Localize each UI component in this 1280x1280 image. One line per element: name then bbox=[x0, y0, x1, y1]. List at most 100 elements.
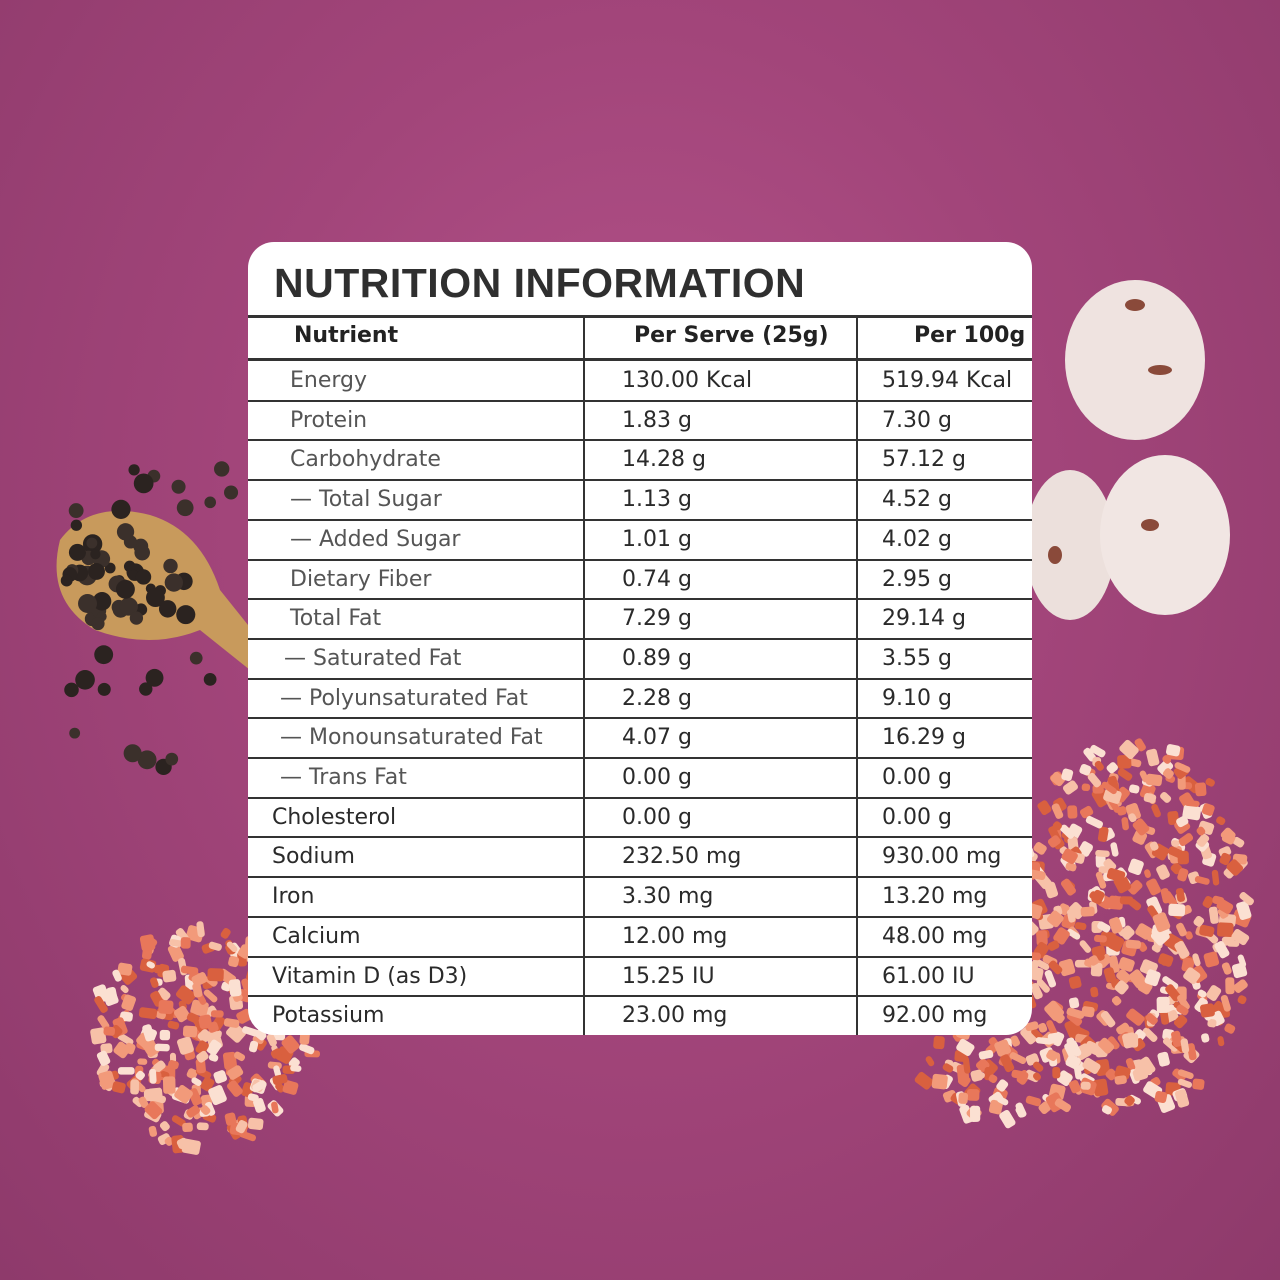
salt-crystal bbox=[1211, 869, 1220, 886]
salt-crystal bbox=[247, 1117, 264, 1130]
salt-crystal bbox=[1114, 1075, 1127, 1085]
salt-crystal bbox=[117, 1032, 134, 1046]
salt-crystal bbox=[1083, 747, 1097, 762]
row-rule bbox=[248, 796, 1032, 799]
peppercorn bbox=[92, 592, 112, 611]
salt-crystal bbox=[96, 1050, 111, 1066]
rule bbox=[248, 358, 1032, 361]
makhana-ball bbox=[1100, 455, 1230, 615]
salt-crystal bbox=[1095, 1059, 1111, 1076]
nutrient-name: Dietary Fiber bbox=[290, 566, 432, 592]
salt-crystal bbox=[1090, 962, 1103, 977]
salt-crystal bbox=[1081, 1006, 1095, 1018]
salt-crystal bbox=[1091, 945, 1106, 958]
salt-crystal bbox=[1199, 924, 1215, 938]
salt-crystal bbox=[1194, 876, 1210, 885]
salt-crystal bbox=[235, 1120, 248, 1134]
peppercorns bbox=[60, 461, 239, 776]
salt-crystal bbox=[1152, 912, 1171, 933]
salt-crystal bbox=[138, 1096, 149, 1109]
salt-crystal bbox=[186, 1068, 198, 1080]
salt-crystal bbox=[1046, 910, 1064, 928]
nutrient-value: 0.89 g bbox=[622, 645, 692, 671]
salt-crystal bbox=[207, 968, 224, 982]
salt-crystal bbox=[272, 1073, 288, 1085]
salt-crystal bbox=[1101, 1105, 1112, 1115]
salt-crystal bbox=[1196, 826, 1206, 836]
salt-crystal bbox=[112, 1081, 126, 1094]
salt-crystal bbox=[1216, 898, 1234, 914]
salt-crystal bbox=[1066, 928, 1081, 940]
salt-crystal bbox=[1162, 1037, 1179, 1052]
salt-crystal bbox=[154, 1043, 170, 1052]
salt-crystal bbox=[94, 996, 108, 1013]
salt-crystal bbox=[1098, 866, 1109, 874]
salt-crystal bbox=[1226, 940, 1240, 947]
salt-crystal bbox=[1150, 926, 1170, 946]
salt-crystal bbox=[1025, 1095, 1042, 1107]
salt-crystal bbox=[1135, 923, 1153, 940]
peppercorn bbox=[163, 558, 178, 574]
salt-crystal bbox=[1038, 1101, 1052, 1115]
salt-crystal bbox=[1149, 841, 1159, 851]
nutrient-name: Vitamin D (as D3) bbox=[272, 963, 468, 989]
salt-crystal bbox=[191, 972, 208, 987]
salt-crystal bbox=[1196, 833, 1210, 847]
salt-crystal bbox=[1037, 800, 1052, 816]
salt-crystal bbox=[213, 1070, 227, 1084]
salt-crystal bbox=[1050, 771, 1066, 787]
title: NUTRITION INFORMATION bbox=[274, 260, 806, 306]
salt-crystal bbox=[1058, 958, 1076, 977]
salt-crystal bbox=[1044, 970, 1057, 988]
salt-crystal bbox=[103, 1026, 116, 1036]
row-rule bbox=[248, 518, 1032, 521]
peppercorn bbox=[135, 569, 152, 585]
salt-crystal bbox=[1183, 967, 1201, 985]
salt-crystal bbox=[1168, 903, 1186, 917]
salt-crystal bbox=[1193, 916, 1205, 927]
nutrient-name: Cholesterol bbox=[272, 804, 397, 830]
salt-crystal bbox=[1146, 878, 1161, 896]
nutrient-name: Potassium bbox=[272, 1003, 385, 1029]
salt-crystal bbox=[1101, 781, 1117, 795]
salt-crystal bbox=[933, 1035, 945, 1050]
salt-crystal bbox=[167, 1020, 180, 1030]
salt-crystal bbox=[1127, 879, 1143, 895]
salt-crystal bbox=[117, 1067, 135, 1075]
salt-crystal bbox=[1011, 1069, 1029, 1080]
peppercorn bbox=[75, 669, 95, 690]
salt-crystal bbox=[1180, 1038, 1190, 1054]
salt-crystal bbox=[1206, 985, 1222, 1001]
peppercorn bbox=[158, 600, 177, 618]
nutrient-value: 0.00 g bbox=[882, 804, 952, 830]
column-header: Per 100g bbox=[914, 323, 1026, 348]
row-rule bbox=[248, 915, 1032, 918]
salt-crystal bbox=[1174, 940, 1190, 959]
salt-crystal bbox=[1201, 803, 1215, 816]
nutrient-value: 48.00 mg bbox=[882, 923, 988, 949]
peppercorn bbox=[86, 537, 98, 549]
salt-crystal bbox=[1200, 1003, 1215, 1018]
salt-crystal bbox=[1187, 1043, 1197, 1061]
salt-crystal bbox=[1074, 922, 1087, 931]
salt-crystal bbox=[1225, 977, 1235, 995]
salt-crystal bbox=[290, 1064, 302, 1072]
salt-crystal bbox=[1138, 1056, 1156, 1076]
salt-crystal bbox=[1177, 1069, 1194, 1080]
salt-crystal bbox=[227, 1080, 243, 1097]
salt-crystal bbox=[1047, 940, 1060, 951]
salt-crystal bbox=[252, 1080, 267, 1093]
salt-crystal bbox=[275, 1082, 285, 1093]
nutrient-value: 130.00 Kcal bbox=[622, 368, 753, 393]
salt-crystal bbox=[1132, 1067, 1149, 1082]
salt-crystal bbox=[117, 962, 133, 976]
salt-crystal bbox=[1132, 818, 1150, 836]
salt-crystal bbox=[196, 921, 205, 938]
salt-crystal bbox=[1027, 869, 1046, 881]
salt-crystal bbox=[224, 1112, 237, 1126]
salt-crystal bbox=[1009, 1052, 1027, 1065]
salt-crystal bbox=[1036, 930, 1048, 946]
nutrient-value: 14.28 g bbox=[622, 447, 706, 473]
salt-crystal bbox=[1080, 1081, 1091, 1090]
